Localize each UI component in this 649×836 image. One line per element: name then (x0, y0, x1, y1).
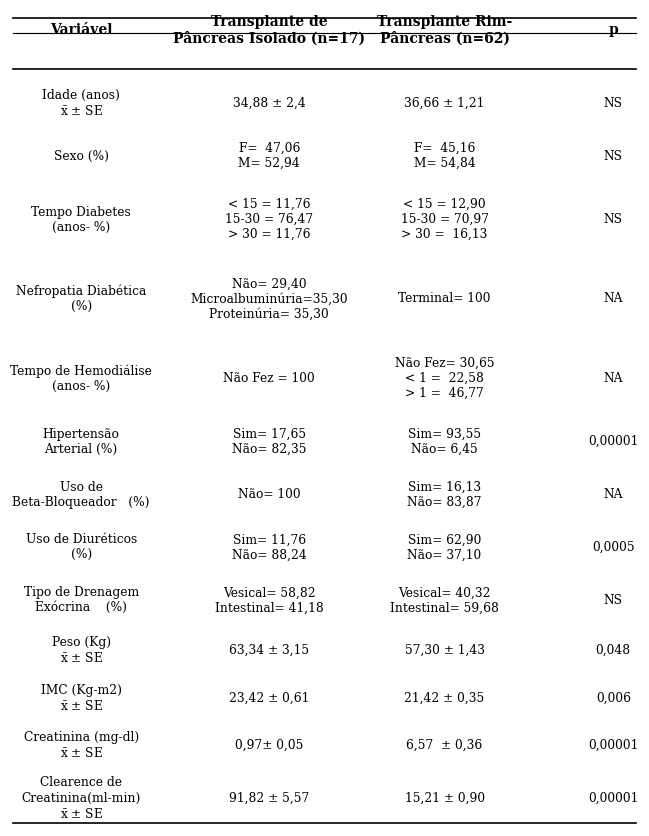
Text: 0,00001: 0,00001 (588, 436, 639, 448)
Text: Não= 100: Não= 100 (238, 488, 300, 501)
Text: Vesical= 58,82
Intestinal= 41,18: Vesical= 58,82 Intestinal= 41,18 (215, 586, 324, 614)
Text: Sim= 16,13
Não= 83,87: Sim= 16,13 Não= 83,87 (408, 481, 482, 508)
Text: p: p (608, 23, 618, 37)
Text: 0,0005: 0,0005 (592, 541, 635, 554)
Text: 91,82 ± 5,57: 91,82 ± 5,57 (229, 792, 310, 805)
Text: Terminal= 100: Terminal= 100 (398, 293, 491, 305)
Text: Sim= 17,65
Não= 82,35: Sim= 17,65 Não= 82,35 (232, 428, 306, 456)
Text: 21,42 ± 0,35: 21,42 ± 0,35 (404, 691, 485, 705)
Text: Uso de Diuréticos
(%): Uso de Diuréticos (%) (25, 533, 137, 562)
Text: Sexo (%): Sexo (%) (54, 150, 108, 163)
Text: Sim= 62,90
Não= 37,10: Sim= 62,90 Não= 37,10 (408, 533, 482, 562)
Text: Clearence de
Creatinina(ml-min)
$\mathdefault{\bar{x}}$ ± SE: Clearence de Creatinina(ml-min) $\mathde… (21, 777, 141, 821)
Text: < 15 = 12,90
15-30 = 70,97
> 30 =  16,13: < 15 = 12,90 15-30 = 70,97 > 30 = 16,13 (400, 198, 489, 241)
Text: NA: NA (604, 372, 623, 385)
Text: 34,88 ± 2,4: 34,88 ± 2,4 (233, 97, 306, 110)
Text: Vesical= 40,32
Intestinal= 59,68: Vesical= 40,32 Intestinal= 59,68 (390, 586, 499, 614)
Text: NA: NA (604, 293, 623, 305)
Text: 63,34 ± 3,15: 63,34 ± 3,15 (229, 644, 310, 657)
Text: IMC (Kg-m2)
$\mathdefault{\bar{x}}$ ± SE: IMC (Kg-m2) $\mathdefault{\bar{x}}$ ± SE (41, 684, 121, 713)
Text: 6,57  ± 0,36: 6,57 ± 0,36 (406, 739, 483, 752)
Text: Não Fez= 30,65
< 1 =  22,58
> 1 =  46,77: Não Fez= 30,65 < 1 = 22,58 > 1 = 46,77 (395, 357, 495, 400)
Text: Não Fez = 100: Não Fez = 100 (223, 372, 315, 385)
Text: 0,00001: 0,00001 (588, 792, 639, 805)
Text: Hipertensão
Arterial (%): Hipertensão Arterial (%) (43, 428, 119, 456)
Text: 0,00001: 0,00001 (588, 739, 639, 752)
Text: 23,42 ± 0,61: 23,42 ± 0,61 (229, 691, 310, 705)
Text: NS: NS (604, 213, 623, 227)
Text: NS: NS (604, 97, 623, 110)
Text: < 15 = 11,76
15-30 = 76,47
> 30 = 11,76: < 15 = 11,76 15-30 = 76,47 > 30 = 11,76 (225, 198, 313, 241)
Text: 0,97± 0,05: 0,97± 0,05 (235, 739, 304, 752)
Text: Transplante Rim-
Pâncreas (n=62): Transplante Rim- Pâncreas (n=62) (377, 15, 512, 45)
Text: Variável: Variável (50, 23, 112, 37)
Text: Não= 29,40
Microalbuminúria=35,30
Proteinúria= 35,30: Não= 29,40 Microalbuminúria=35,30 Protei… (191, 278, 348, 320)
Text: Nefropatia Diabética
(%): Nefropatia Diabética (%) (16, 285, 146, 314)
Text: F=  45,16
M= 54,84: F= 45,16 M= 54,84 (413, 142, 476, 171)
Text: Creatinina (mg-dl)
$\mathdefault{\bar{x}}$ ± SE: Creatinina (mg-dl) $\mathdefault{\bar{x}… (23, 732, 139, 760)
Text: Peso (Kg)
$\mathdefault{\bar{x}}$ ± SE: Peso (Kg) $\mathdefault{\bar{x}}$ ± SE (51, 636, 111, 665)
Text: F=  47,06
M= 52,94: F= 47,06 M= 52,94 (238, 142, 300, 171)
Text: Tempo Diabetes
(anos- %): Tempo Diabetes (anos- %) (31, 206, 131, 233)
Text: Uso de
Beta-Bloqueador   (%): Uso de Beta-Bloqueador (%) (12, 481, 150, 508)
Text: 0,048: 0,048 (596, 644, 631, 657)
Text: Transplante de
Pâncreas Isolado (n=17): Transplante de Pâncreas Isolado (n=17) (173, 15, 365, 45)
Text: NS: NS (604, 594, 623, 607)
Text: NA: NA (604, 488, 623, 501)
Text: 15,21 ± 0,90: 15,21 ± 0,90 (404, 792, 485, 805)
Text: 57,30 ± 1,43: 57,30 ± 1,43 (404, 644, 485, 657)
Text: Tipo de Drenagem
Exócrina    (%): Tipo de Drenagem Exócrina (%) (23, 586, 139, 614)
Text: Idade (anos)
$\mathdefault{\bar{x}}$ ± SE: Idade (anos) $\mathdefault{\bar{x}}$ ± S… (42, 89, 120, 118)
Text: Sim= 93,55
Não= 6,45: Sim= 93,55 Não= 6,45 (408, 428, 481, 456)
Text: Tempo de Hemodiálise
(anos- %): Tempo de Hemodiálise (anos- %) (10, 364, 152, 393)
Text: 36,66 ± 1,21: 36,66 ± 1,21 (404, 97, 485, 110)
Text: NS: NS (604, 150, 623, 163)
Text: 0,006: 0,006 (596, 691, 631, 705)
Text: Sim= 11,76
Não= 88,24: Sim= 11,76 Não= 88,24 (232, 533, 307, 562)
